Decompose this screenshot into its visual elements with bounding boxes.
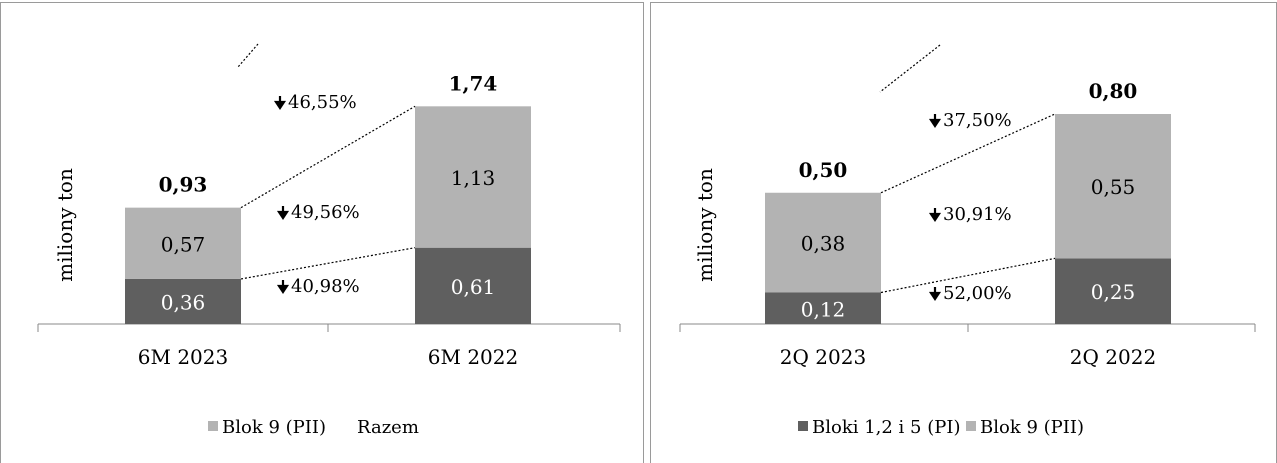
legend-item: Blok 9 (PII) [980,417,1084,438]
down-arrow-icon [931,208,939,220]
bar-total-label: 0,80 [1089,79,1138,103]
down-arrow-icon [931,287,939,299]
bar-value-label: 0,36 [161,290,206,314]
down-arrow-icon [276,96,284,108]
bar-value-label: 0,61 [451,275,496,299]
connector-line-total [241,106,415,207]
legend-swatch [208,421,218,431]
bar-value-label: 1,13 [451,166,496,190]
legend-swatch [798,421,808,431]
bar-value-label: 0,55 [1091,175,1136,199]
down-arrow-icon [279,206,287,218]
guide-line [238,44,258,67]
legend-item: Bloki 1,2 i 5 (PI) [812,417,960,438]
bar-value-label: 0,38 [801,232,846,256]
change-annotation-top: 30,91% [943,204,1012,225]
change-annotation-total: 37,50% [943,110,1012,131]
down-arrow-icon [279,280,287,292]
connector-line-bottom [241,248,415,279]
legend-swatch [966,421,976,431]
x-tick-label: 2Q 2023 [780,345,866,369]
left-panel-frame [1,3,644,463]
y-axis-label: miliony ton [53,168,77,282]
bar-value-label: 0,57 [161,232,206,256]
chart-6m: miliony ton 0,36 0,57 0,93 6M 2023 0,61 1,13 1,… [38,44,620,438]
bar-value-label: 0,12 [801,297,846,321]
right-panel-frame [651,3,1277,463]
chart-2q: miliony ton 0,12 0,38 0,50 2Q 2023 0,25 0,55 0,… [680,45,1255,438]
guide-line [880,45,940,92]
x-tick-label: 6M 2022 [428,345,518,369]
change-annotation-bottom: 52,00% [943,283,1012,304]
legend-item: Razem [357,417,419,438]
x-tick-label: 6M 2023 [138,345,228,369]
change-annotation-top: 49,56% [291,202,360,223]
bar-value-label: 0,25 [1091,280,1136,304]
down-arrow-icon [931,114,939,126]
bar-total-label: 1,74 [449,71,498,95]
legend-item: Blok 9 (PII) [222,417,326,438]
change-annotation-bottom: 40,98% [291,276,360,297]
bar-total-label: 0,93 [159,173,208,197]
y-axis-label: miliony ton [693,168,717,282]
change-annotation-total: 46,55% [288,92,357,113]
x-tick-label: 2Q 2022 [1070,345,1156,369]
bar-total-label: 0,50 [799,158,848,182]
